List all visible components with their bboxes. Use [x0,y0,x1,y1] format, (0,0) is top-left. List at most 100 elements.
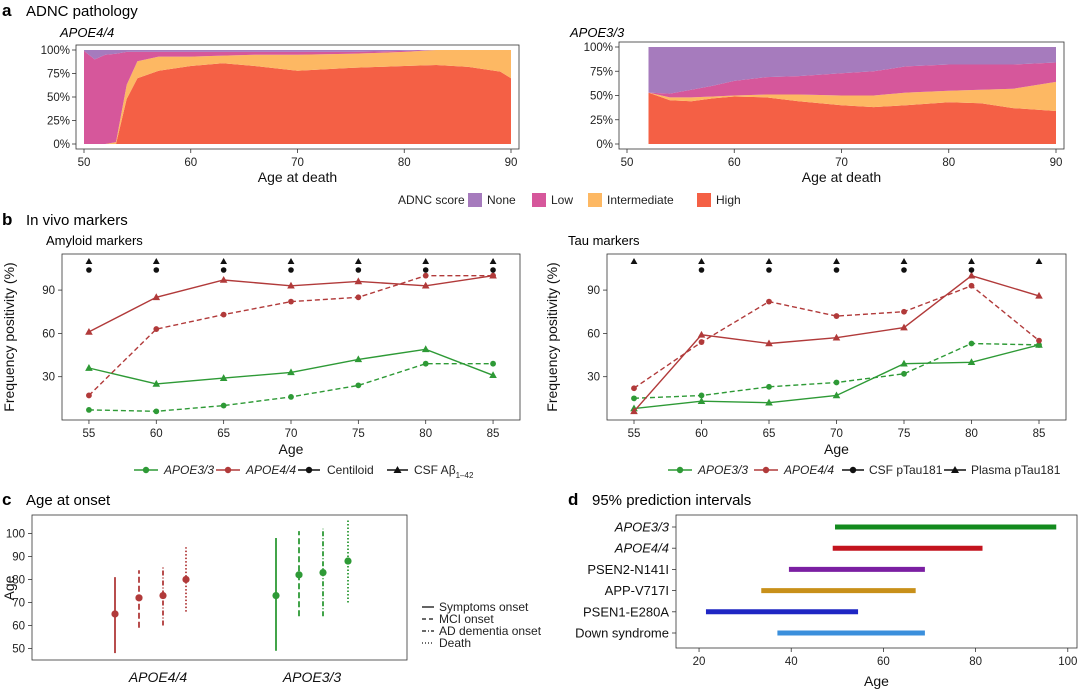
panel-d-label: d [568,490,578,509]
panel-c-title: Age at onset [26,492,111,509]
y-tick-label: 60 [42,328,55,340]
x-category-apoe44: APOE4/4 [128,669,188,685]
legend-adnc: ADNC score None Low Intermediate High [398,193,741,207]
data-point [968,340,975,347]
x-tick-label: 55 [83,428,96,440]
data-point [900,323,908,331]
area-low [84,50,511,144]
significance-triangle [354,258,362,264]
series-line [633,342,1040,399]
significance-triangle [287,258,295,264]
mean-point [182,575,190,584]
legend-dot-apoe33-tau [676,466,684,474]
mean-point [272,591,280,600]
y-axis-label: Frequency positivity (%) [544,262,560,411]
y-axis-label: Age [1,575,17,600]
y-tick-label: 80 [12,574,25,586]
data-point [765,339,773,347]
y-tick-label: 100 [6,528,25,540]
y-category-label: PSEN1-E280A [583,604,669,619]
data-point [287,281,295,289]
significance-dot [288,267,294,273]
x-tick-label: 100 [1058,656,1077,668]
y-tick-label: 100% [584,42,613,54]
x-axis-label: Age at death [258,169,337,185]
chart-prediction-intervals: APOE3/3 APOE4/4 PSEN2-N141I APP-V717I PSEN1-… [575,514,1078,689]
area-intermediate [648,81,1056,111]
data-point [901,370,907,377]
chart-amyloid-lines: 55 60 65 70 75 80 85 30 60 90 Age Frequency positiv… [1,253,521,457]
data-point [85,364,93,371]
chart-b2-title: Tau markers [568,233,640,248]
legend-dot-apoe44 [224,466,232,474]
series-line [633,344,1040,410]
legend-amyloid: APOE3/3 APOE4/4 Centiloid CSF Aβ1–42 [134,463,474,480]
data-point [421,345,430,353]
significance-dot [833,267,840,273]
legend-tau-apoe44: APOE4/4 [783,463,834,477]
data-point [355,294,362,301]
mean-point [344,557,352,565]
significance-dot [901,267,907,273]
x-tick-label: 70 [835,157,848,169]
y-tick-label: 25% [47,116,70,128]
y-category-label: APOE3/3 [614,520,670,535]
y-category-label: Down syndrome [575,626,669,641]
x-axis-label: Age [279,441,304,457]
data-point [490,272,496,279]
area-intermediate [84,50,511,144]
y-category-label: APP-V717I [605,583,669,598]
data-point [288,394,294,400]
significance-triangle [698,258,705,264]
legend-dot-centiloid [305,466,313,474]
y-tick-label: 75% [47,69,70,81]
significance-dot [698,267,705,273]
significance-triangle [152,258,160,264]
legend-adnc-title: ADNC score [398,193,465,207]
x-tick-label: 65 [217,428,230,440]
panel-b-title: In vivo markers [26,212,128,229]
legend-triangle-plasma-ptau [951,466,959,473]
data-point [1036,337,1042,344]
legend-tau-csf-ptau: CSF pTau181 [869,463,943,477]
data-point [86,406,92,413]
area-high [84,63,511,145]
x-tick-label: 60 [184,157,197,169]
y-tick-label: 70 [12,597,25,609]
data-point [220,402,227,409]
x-tick-label: 60 [150,428,163,440]
data-point [697,397,706,405]
legend-onset-mci: MCI onset [439,612,494,626]
x-category-apoe33: APOE3/3 [282,669,342,685]
data-point [765,398,773,406]
panel-b-label: b [2,210,12,229]
mean-point [135,594,143,602]
legend-amyloid-apoe33: APOE3/3 [163,463,214,477]
x-tick-label: 90 [505,157,518,169]
significance-dot [220,267,227,273]
chart-age-at-onset: 50 60 70 80 90 100 APOE4/4 APOE3/3 Age [1,514,408,685]
x-tick-label: 80 [969,656,982,668]
x-axis-label: Age [864,673,889,689]
data-point [152,293,161,301]
legend-tau-plasma-ptau: Plasma pTau181 [971,463,1061,477]
y-tick-label: 100% [41,45,70,57]
data-point [766,298,772,305]
x-tick-label: 80 [942,157,955,169]
significance-triangle [968,258,975,264]
x-tick-label: 50 [621,157,634,169]
chart-b1-title: Amyloid markers [46,233,143,248]
data-point [354,355,363,363]
x-tick-label: 20 [693,656,706,668]
y-tick-label: 90 [12,551,25,563]
data-point [698,392,705,399]
y-tick-label: 60 [587,328,600,340]
x-axis-label: Age at death [802,169,881,185]
significance-triangle [765,258,773,264]
plot-frame [675,514,1078,649]
significance-triangle [220,258,228,264]
x-tick-label: 40 [785,656,798,668]
legend-tau-apoe33: APOE3/3 [697,463,748,477]
data-point [968,282,975,289]
significance-triangle [833,258,840,264]
